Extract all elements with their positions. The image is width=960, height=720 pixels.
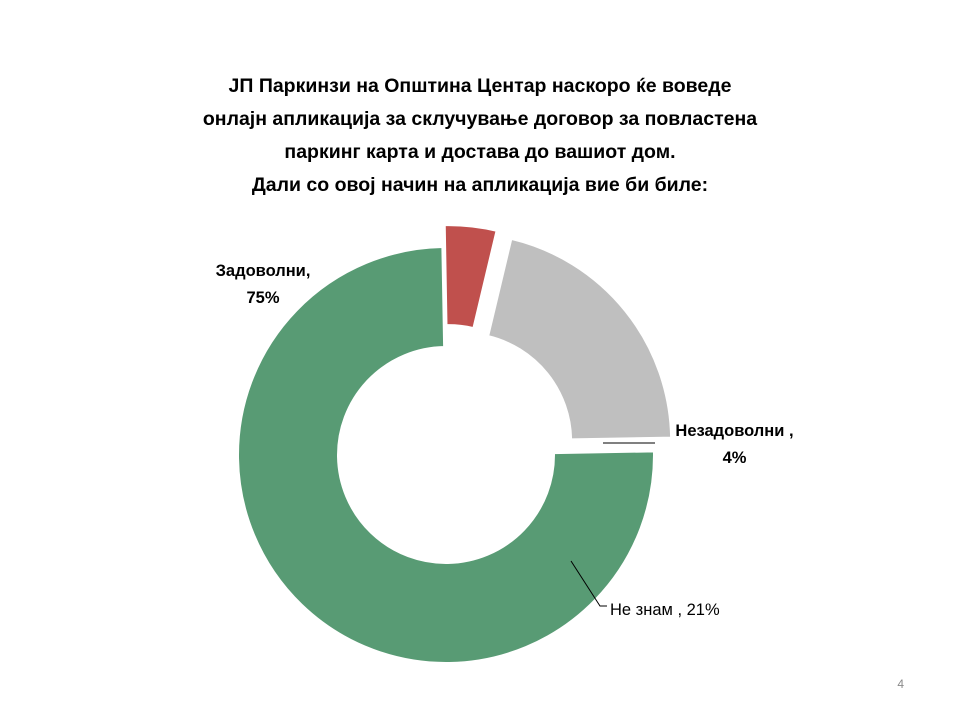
- title-line-3: паркинг карта и достава до вашиот дом.: [284, 141, 676, 163]
- slice-dissatisfied: [443, 224, 498, 330]
- title-line-4: Дали со овој начин на апликација вие би …: [251, 174, 709, 196]
- data-label-dissatisfied-value: 4%: [722, 449, 747, 467]
- data-label-satisfied: Задоволни, 75%: [198, 258, 328, 312]
- leader-line-dont-know: [570, 560, 607, 607]
- slice-dont-know: [486, 237, 673, 441]
- title-line-1: ЈП Паркинзи на Општина Центар наскоро ќе…: [228, 75, 732, 97]
- chart-title: ЈП Паркинзи на Општина Центар наскоро ќе…: [80, 70, 880, 202]
- title-line-2: онлајн апликација за склучување договор …: [202, 108, 758, 130]
- data-label-satisfied-value: 75%: [246, 289, 280, 307]
- data-label-dissatisfied: Незадоволни , 4%: [657, 418, 812, 472]
- slice-satisfied: [237, 246, 655, 664]
- data-label-dissatisfied-name: Незадоволни ,: [675, 422, 794, 440]
- page-number: 4: [897, 677, 904, 691]
- data-label-satisfied-name: Задоволни,: [215, 262, 311, 280]
- data-label-dont-know: Не знам , 21%: [610, 601, 720, 619]
